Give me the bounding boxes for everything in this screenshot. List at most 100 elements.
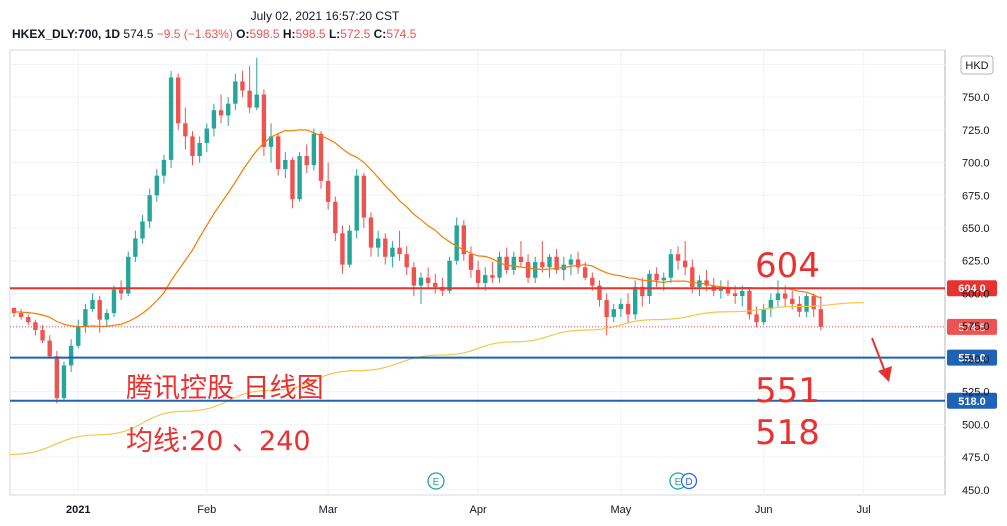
candle-body xyxy=(425,277,431,283)
candle-body xyxy=(747,290,752,315)
candle-body xyxy=(83,309,88,327)
candle-body xyxy=(375,238,381,248)
candle-body xyxy=(797,303,802,312)
close-label: C: xyxy=(373,27,387,41)
candle-body xyxy=(540,262,545,268)
price-tick-label: 500.0 xyxy=(962,419,990,431)
grid xyxy=(10,50,945,495)
ohlc-header: HKEX_DLY:700, 1D 574.5 −9.5 (−1.63%) O: 5… xyxy=(12,27,416,41)
price-change: −9.5 (−1.63%) xyxy=(156,27,233,41)
earnings-marker-1: E xyxy=(433,477,440,488)
candle-body xyxy=(218,110,224,116)
candle-body xyxy=(190,136,195,157)
candle-body xyxy=(718,288,724,291)
candle-body xyxy=(226,103,231,116)
candle-body xyxy=(361,175,367,218)
candle-body xyxy=(704,280,709,286)
candle-body xyxy=(575,259,581,268)
candle-body xyxy=(690,267,695,287)
candle-body xyxy=(647,273,652,297)
candle-body xyxy=(668,254,674,278)
candle-body xyxy=(126,256,131,294)
time-tick-label: May xyxy=(611,504,632,516)
candle-body xyxy=(340,233,345,265)
symbol-label: HKEX_DLY:700, 1D xyxy=(12,27,121,41)
candle-body xyxy=(518,256,524,263)
candle-body xyxy=(625,303,631,315)
candle-body xyxy=(97,299,102,320)
last-price-badge xyxy=(947,318,997,335)
candle-body xyxy=(790,298,795,304)
candle-body xyxy=(597,285,602,300)
price-tick-label: 625.0 xyxy=(962,256,990,268)
annotation-518: 518 xyxy=(755,413,820,453)
candle-body xyxy=(397,247,402,255)
last-price: 574.5 xyxy=(123,27,154,41)
candle-body xyxy=(461,225,467,255)
annotation-ma: 均线:20 、240 xyxy=(126,426,311,457)
candle-body xyxy=(454,225,459,261)
candle-body xyxy=(383,238,388,257)
candle-body xyxy=(275,136,281,170)
candle-body xyxy=(404,254,409,268)
candle-body xyxy=(811,296,816,310)
candle-body xyxy=(411,267,417,286)
candle-body xyxy=(147,195,152,222)
candle-body xyxy=(325,180,331,202)
candle-body xyxy=(782,293,788,299)
time-tick-label: Jun xyxy=(755,504,773,516)
candle-body xyxy=(418,277,424,286)
candles xyxy=(11,57,824,404)
high-label: H: xyxy=(282,27,296,41)
price-axis: 450.0 475.0 500.0 525.0 550.0 575.0 600.0 625.0… xyxy=(962,59,990,496)
candle-body xyxy=(468,254,474,270)
annotation-title: 腾讯控股 日线图 xyxy=(126,373,324,404)
time-tick-label: Mar xyxy=(319,504,338,516)
candle-body xyxy=(211,110,217,129)
candle-body xyxy=(111,289,117,314)
candle-body xyxy=(290,159,295,200)
candle-body xyxy=(554,256,559,270)
candle-body xyxy=(590,277,595,286)
candle-body xyxy=(547,256,552,268)
down-arrow-icon xyxy=(871,337,892,382)
annotation-604: 604 xyxy=(755,246,820,286)
candle-body xyxy=(297,156,302,200)
price-levels: 574.5 604.0 551.0 518.0 xyxy=(10,280,997,409)
price-tick-label: 650.0 xyxy=(962,223,990,235)
open-label: O: xyxy=(236,27,250,41)
candle-body xyxy=(533,262,538,278)
candle-body xyxy=(233,81,238,104)
candle-body xyxy=(347,230,352,265)
candle-body xyxy=(604,299,609,317)
candle-body xyxy=(90,299,95,310)
candle-body xyxy=(40,330,45,341)
candle-body xyxy=(732,293,738,297)
candle-body xyxy=(54,356,60,399)
close-value: 574.5 xyxy=(386,27,417,41)
candle-body xyxy=(504,256,509,270)
candle-body xyxy=(661,277,666,281)
candle-body xyxy=(675,254,681,261)
price-tick-label: 450.0 xyxy=(962,485,990,497)
level-badge-518.0 xyxy=(947,392,997,409)
candle-body xyxy=(18,313,24,317)
time-tick-label: Jul xyxy=(857,504,871,516)
candle-body xyxy=(247,90,252,108)
candle-body xyxy=(447,260,452,291)
price-tick-label: 600.0 xyxy=(962,288,990,300)
candle-body xyxy=(318,133,324,181)
candle-body xyxy=(311,133,317,166)
candle-body xyxy=(525,262,531,278)
candle-body xyxy=(33,322,38,331)
candle-body xyxy=(261,94,267,147)
earnings-dividend-marker-icon[interactable]: E D xyxy=(669,472,698,490)
candle-body xyxy=(104,313,110,320)
candle-body xyxy=(283,159,288,170)
currency-badge[interactable] xyxy=(960,55,994,75)
earnings-marker-icon[interactable]: E xyxy=(427,472,445,490)
price-tick-label: 725.0 xyxy=(962,125,990,137)
price-tick-label: 700.0 xyxy=(962,158,990,170)
annotation-551: 551 xyxy=(755,371,820,411)
